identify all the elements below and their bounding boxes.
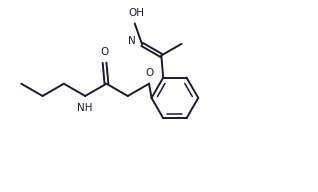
Text: OH: OH [129,8,145,18]
Text: NH: NH [77,103,93,113]
Text: O: O [145,68,153,78]
Text: N: N [128,36,135,46]
Text: O: O [100,47,109,57]
